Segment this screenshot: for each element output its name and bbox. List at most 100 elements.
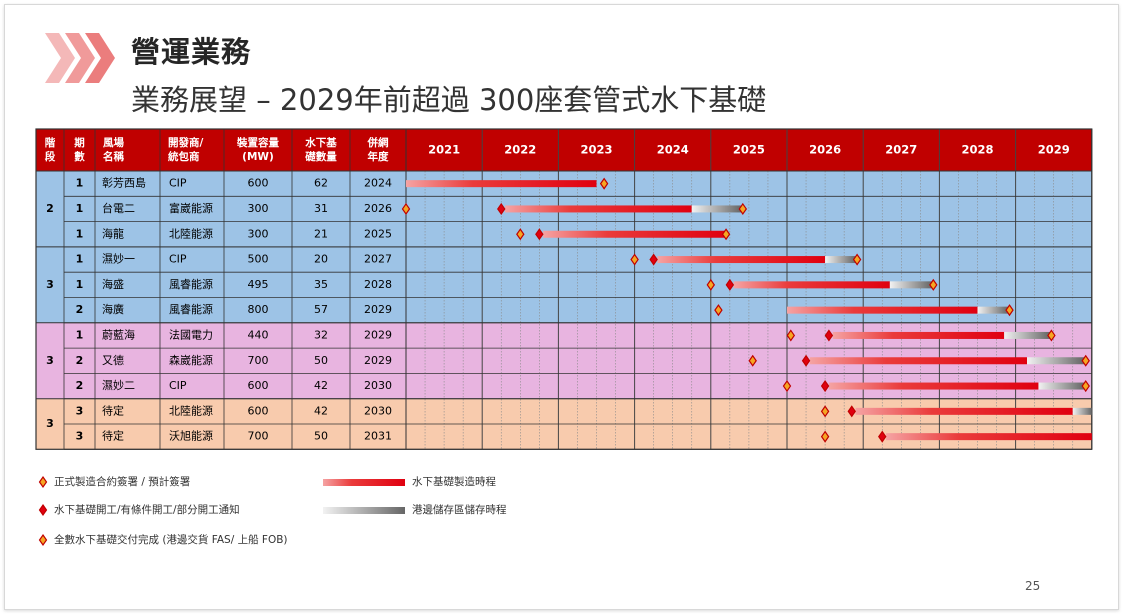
column-header: 礎數量	[304, 150, 337, 163]
table-border	[35, 128, 1093, 450]
grid-year-cell: 2025	[364, 227, 392, 240]
foundation-count-cell: 35	[314, 278, 328, 291]
period-cell: 3	[76, 404, 84, 417]
capacity-cell: 300	[248, 202, 269, 215]
contract-diamond	[786, 329, 796, 342]
foundation-count-cell: 21	[314, 227, 328, 240]
column-header: 統包商	[168, 150, 200, 163]
grid-year-cell: 2030	[364, 379, 392, 392]
storage-bar	[1038, 382, 1085, 390]
developer-cell: 北陸能源	[169, 403, 213, 417]
capacity-cell: 700	[248, 430, 269, 443]
fabrication-bar	[855, 407, 1073, 415]
developer-cell: 沃旭能源	[169, 429, 213, 443]
capacity-cell: 500	[248, 253, 269, 266]
storage-bar	[1027, 357, 1085, 365]
storage-bar	[1004, 331, 1050, 339]
fabrication-bar	[657, 256, 826, 264]
developer-cell: 北陸能源	[169, 226, 213, 240]
legend-label: 全數水下基礎交付完成 (港邊交貨 FAS/ 上船 FOB)	[54, 533, 288, 546]
column-header: 裝置容量	[236, 136, 279, 149]
page-title: 營運業務	[131, 35, 252, 69]
legend-label: 水下基礎製造時程	[412, 475, 496, 488]
year-header: 2028	[961, 143, 993, 157]
column-header: 水下基	[304, 136, 337, 149]
foundation-count-cell: 50	[314, 354, 328, 367]
windfarm-name-cell: 彰芳西島	[102, 176, 146, 190]
fabrication-bar	[543, 230, 727, 238]
fabrication-bar	[733, 281, 890, 289]
period-cell: 1	[76, 253, 84, 266]
foundation-count-cell: 42	[314, 379, 328, 392]
fabrication-bar	[787, 306, 978, 314]
delivery-diamond	[1081, 354, 1090, 367]
fabrication-bar	[406, 180, 597, 188]
grid-year-cell: 2029	[364, 303, 392, 316]
developer-cell: 森崴能源	[169, 353, 213, 367]
storage-bar	[691, 205, 742, 213]
windfarm-name-cell: 海盛	[102, 277, 124, 291]
period-cell: 2	[76, 379, 84, 392]
start-diamond	[725, 278, 735, 291]
foundation-count-cell: 32	[314, 328, 328, 341]
capacity-cell: 700	[248, 354, 269, 367]
foundation-count-cell: 20	[314, 253, 328, 266]
grid-year-cell: 2029	[364, 328, 392, 341]
delivery-diamond	[1081, 380, 1090, 393]
column-header: 開發商/	[168, 136, 203, 149]
period-cell: 3	[76, 430, 84, 443]
legend-contract-diamond	[38, 475, 48, 489]
start-diamond	[847, 405, 857, 418]
grid-year-cell: 2030	[364, 404, 392, 417]
fabrication-bar	[505, 205, 692, 213]
phase-label: 3	[46, 278, 54, 291]
grid-year-cell: 2027	[364, 253, 392, 266]
period-cell: 1	[76, 278, 84, 291]
year-header: 2024	[657, 143, 689, 157]
storage-bar	[825, 256, 856, 264]
legend-red-bar	[323, 479, 405, 486]
capacity-cell: 800	[248, 303, 269, 316]
period-cell: 1	[76, 227, 84, 240]
phase-label: 2	[46, 202, 54, 215]
legend-gray-bar	[323, 507, 405, 514]
phase-label: 3	[46, 417, 54, 430]
delivery-diamond	[599, 177, 609, 190]
contract-diamond	[706, 278, 716, 291]
windfarm-name-cell: 海龍	[102, 226, 124, 240]
column-header: 數	[74, 150, 85, 163]
foundation-count-cell: 50	[314, 430, 328, 443]
developer-cell: 富崴能源	[169, 201, 213, 215]
legend-label: 港邊儲存區儲存時程	[412, 503, 507, 516]
delivery-diamond	[929, 278, 938, 291]
developer-cell: CIP	[169, 177, 187, 190]
period-cell: 2	[76, 354, 84, 367]
developer-cell: CIP	[169, 379, 187, 392]
contract-diamond	[782, 380, 792, 393]
column-header: 階	[45, 136, 56, 149]
developer-cell: CIP	[169, 253, 187, 266]
capacity-cell: 440	[248, 328, 269, 341]
fabrication-bar	[828, 382, 1039, 390]
start-diamond	[649, 253, 658, 266]
page-number: 25	[1025, 579, 1041, 593]
year-header: 2029	[1038, 143, 1070, 157]
windfarm-name-cell: 濕妙一	[102, 252, 135, 266]
legend-delivery-diamond	[38, 533, 48, 547]
contract-diamond	[748, 354, 757, 367]
legend-label: 水下基礎開工/有條件開工/部分開工通知	[54, 503, 240, 516]
phase-label: 3	[46, 354, 54, 367]
windfarm-name-cell: 待定	[102, 403, 124, 417]
windfarm-name-cell: 濕妙二	[102, 378, 135, 392]
foundation-count-cell: 57	[314, 303, 328, 316]
delivery-diamond	[1047, 329, 1056, 342]
year-header: 2026	[809, 143, 841, 157]
start-diamond	[535, 228, 544, 241]
windfarm-name-cell: 待定	[102, 429, 124, 443]
storage-bar	[1072, 407, 1092, 415]
year-header: 2027	[885, 143, 917, 157]
page-subtitle: 業務展望 – 2029年前超過 300座套管式水下基礎	[131, 83, 767, 117]
grid-year-cell: 2024	[364, 177, 392, 190]
contract-diamond	[820, 430, 830, 443]
column-header: 期	[74, 136, 85, 149]
